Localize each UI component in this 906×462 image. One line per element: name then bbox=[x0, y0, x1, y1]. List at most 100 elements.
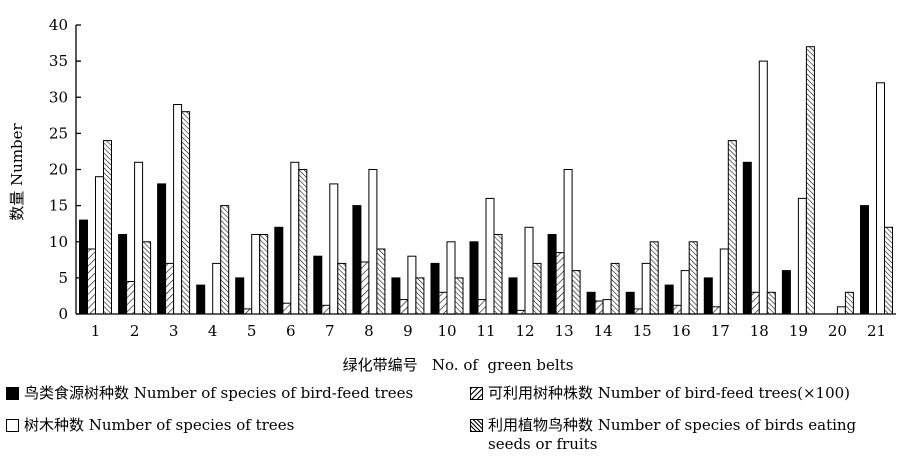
bar-hatch-dense-11 bbox=[493, 234, 503, 315]
bar-hatch-dense-21 bbox=[884, 226, 893, 315]
legend-item-bird-feed-trees: 可利用树种株数 Number of bird-feed trees(×100) bbox=[470, 384, 850, 403]
bar-hatch-dense-4 bbox=[220, 205, 230, 315]
bar-hatch-dense-1 bbox=[103, 140, 112, 315]
bar-solid-9 bbox=[391, 277, 401, 315]
bar-hatch-17 bbox=[711, 306, 721, 315]
legend-swatch-hatch-dense bbox=[470, 419, 483, 432]
x-tick-label: 2 bbox=[130, 322, 140, 340]
bar-hatch-dense-16 bbox=[688, 241, 698, 315]
bar-hatch-dense-5 bbox=[259, 234, 269, 315]
bar-hatch-11 bbox=[477, 299, 487, 315]
bar-hatch-dense-3 bbox=[181, 111, 191, 315]
x-tick-label: 8 bbox=[364, 322, 374, 340]
bar-solid-13 bbox=[547, 234, 557, 315]
bar-solid-8 bbox=[352, 205, 362, 315]
y-tick-label: 40 bbox=[49, 16, 68, 34]
bar-hatch-dense-10 bbox=[454, 277, 464, 315]
bar-hatch-dense-19 bbox=[805, 46, 815, 315]
y-tick-label: 35 bbox=[49, 52, 68, 70]
y-tick-label: 25 bbox=[49, 124, 68, 142]
bar-solid-4 bbox=[196, 284, 206, 315]
bar-hatch-dense-20 bbox=[844, 291, 854, 315]
legend: 鸟类食源树种数 Number of species of bird-feed t… bbox=[0, 384, 906, 462]
bar-open-21 bbox=[876, 82, 885, 315]
x-axis-title: 绿化带编号 No. of green belts bbox=[343, 356, 574, 374]
bar-open-8 bbox=[368, 169, 378, 315]
bar-open-12 bbox=[524, 226, 534, 315]
bar-solid-6 bbox=[274, 226, 284, 315]
x-tick-label: 3 bbox=[169, 322, 179, 340]
y-tick-label: 30 bbox=[49, 88, 68, 106]
y-tick-label: 0 bbox=[58, 305, 68, 323]
bar-hatch-dense-18 bbox=[766, 291, 776, 315]
x-tick-label: 21 bbox=[867, 322, 886, 340]
bar-hatch-dense-13 bbox=[571, 270, 581, 315]
bar-open-18 bbox=[758, 60, 768, 315]
bar-chart: 1 2 3 4 5 6 7 8 9 10 11 12 13 14 15 16 17 18 19 20 210510152… bbox=[8, 16, 896, 374]
bar-hatch-7 bbox=[321, 304, 331, 315]
x-tick-label: 19 bbox=[789, 322, 808, 340]
bar-hatch-1 bbox=[87, 248, 96, 315]
bar-hatch-8 bbox=[360, 261, 370, 315]
legend-swatch-solid bbox=[6, 387, 19, 400]
bar-solid-5 bbox=[235, 277, 245, 315]
bar-hatch-18 bbox=[750, 291, 760, 315]
legend-item-bird-feed-species: 鸟类食源树种数 Number of species of bird-feed t… bbox=[6, 384, 413, 403]
bar-open-16 bbox=[680, 270, 690, 315]
x-tick-label: 17 bbox=[711, 322, 730, 340]
bar-solid-14 bbox=[586, 291, 596, 315]
bar-solid-2 bbox=[118, 234, 128, 315]
bar-hatch-dense-9 bbox=[415, 277, 425, 315]
x-tick-label: 5 bbox=[247, 322, 257, 340]
bar-solid-16 bbox=[664, 284, 674, 315]
bar-open-7 bbox=[329, 183, 339, 315]
bar-open-13 bbox=[563, 169, 573, 315]
bar-solid-12 bbox=[508, 277, 518, 315]
x-tick-label: 12 bbox=[515, 322, 534, 340]
legend-swatch-open bbox=[6, 419, 19, 432]
bar-hatch-dense-14 bbox=[610, 262, 620, 315]
bar-solid-21 bbox=[860, 205, 869, 315]
bar-solid-15 bbox=[625, 291, 635, 315]
x-tick-label: 16 bbox=[672, 322, 691, 340]
y-axis-title: 数量 Number bbox=[8, 122, 26, 220]
bar-solid-18 bbox=[742, 161, 752, 315]
y-tick-label: 10 bbox=[49, 233, 68, 251]
bar-solid-19 bbox=[781, 270, 791, 315]
x-tick-label: 7 bbox=[325, 322, 335, 340]
bar-hatch-6 bbox=[282, 302, 292, 315]
bar-open-3 bbox=[173, 104, 183, 315]
x-tick-label: 11 bbox=[476, 322, 495, 340]
bar-open-6 bbox=[290, 161, 300, 315]
y-tick-label: 20 bbox=[49, 161, 68, 179]
bar-solid-7 bbox=[313, 255, 323, 315]
legend-item-tree-species: 树木种数 Number of species of trees bbox=[6, 416, 294, 435]
bar-hatch-3 bbox=[165, 262, 175, 315]
bar-open-4 bbox=[212, 262, 222, 315]
bar-solid-17 bbox=[703, 277, 713, 315]
x-tick-label: 20 bbox=[828, 322, 847, 340]
bar-hatch-14 bbox=[594, 300, 604, 315]
x-tick-label: 14 bbox=[594, 322, 613, 340]
bar-hatch-dense-15 bbox=[649, 241, 659, 315]
bar-hatch-2 bbox=[126, 281, 136, 315]
bar-open-10 bbox=[446, 241, 456, 315]
bar-hatch-dense-7 bbox=[337, 262, 347, 315]
legend-swatch-hatch bbox=[470, 387, 483, 400]
bar-open-14 bbox=[602, 299, 612, 315]
axes-group: 1 2 3 4 5 6 7 8 9 10 11 12 13 14 15 16 17 18 19 20 210510152… bbox=[49, 16, 896, 340]
bars-group bbox=[79, 46, 893, 315]
bar-hatch-dense-6 bbox=[298, 169, 308, 315]
x-tick-label: 15 bbox=[633, 322, 652, 340]
bar-open-20 bbox=[836, 306, 846, 315]
legend-label: 可利用树种株数 Number of bird-feed trees(×100) bbox=[488, 384, 851, 402]
bar-solid-3 bbox=[157, 183, 167, 315]
y-tick-label: 15 bbox=[49, 197, 68, 215]
bar-hatch-dense-17 bbox=[727, 140, 737, 315]
bar-solid-10 bbox=[430, 262, 440, 315]
bar-hatch-10 bbox=[438, 291, 448, 315]
bar-hatch-16 bbox=[672, 304, 682, 315]
x-tick-label: 9 bbox=[403, 322, 413, 340]
legend-label: 树木种数 Number of species of trees bbox=[24, 416, 295, 434]
x-tick-label: 18 bbox=[750, 322, 769, 340]
